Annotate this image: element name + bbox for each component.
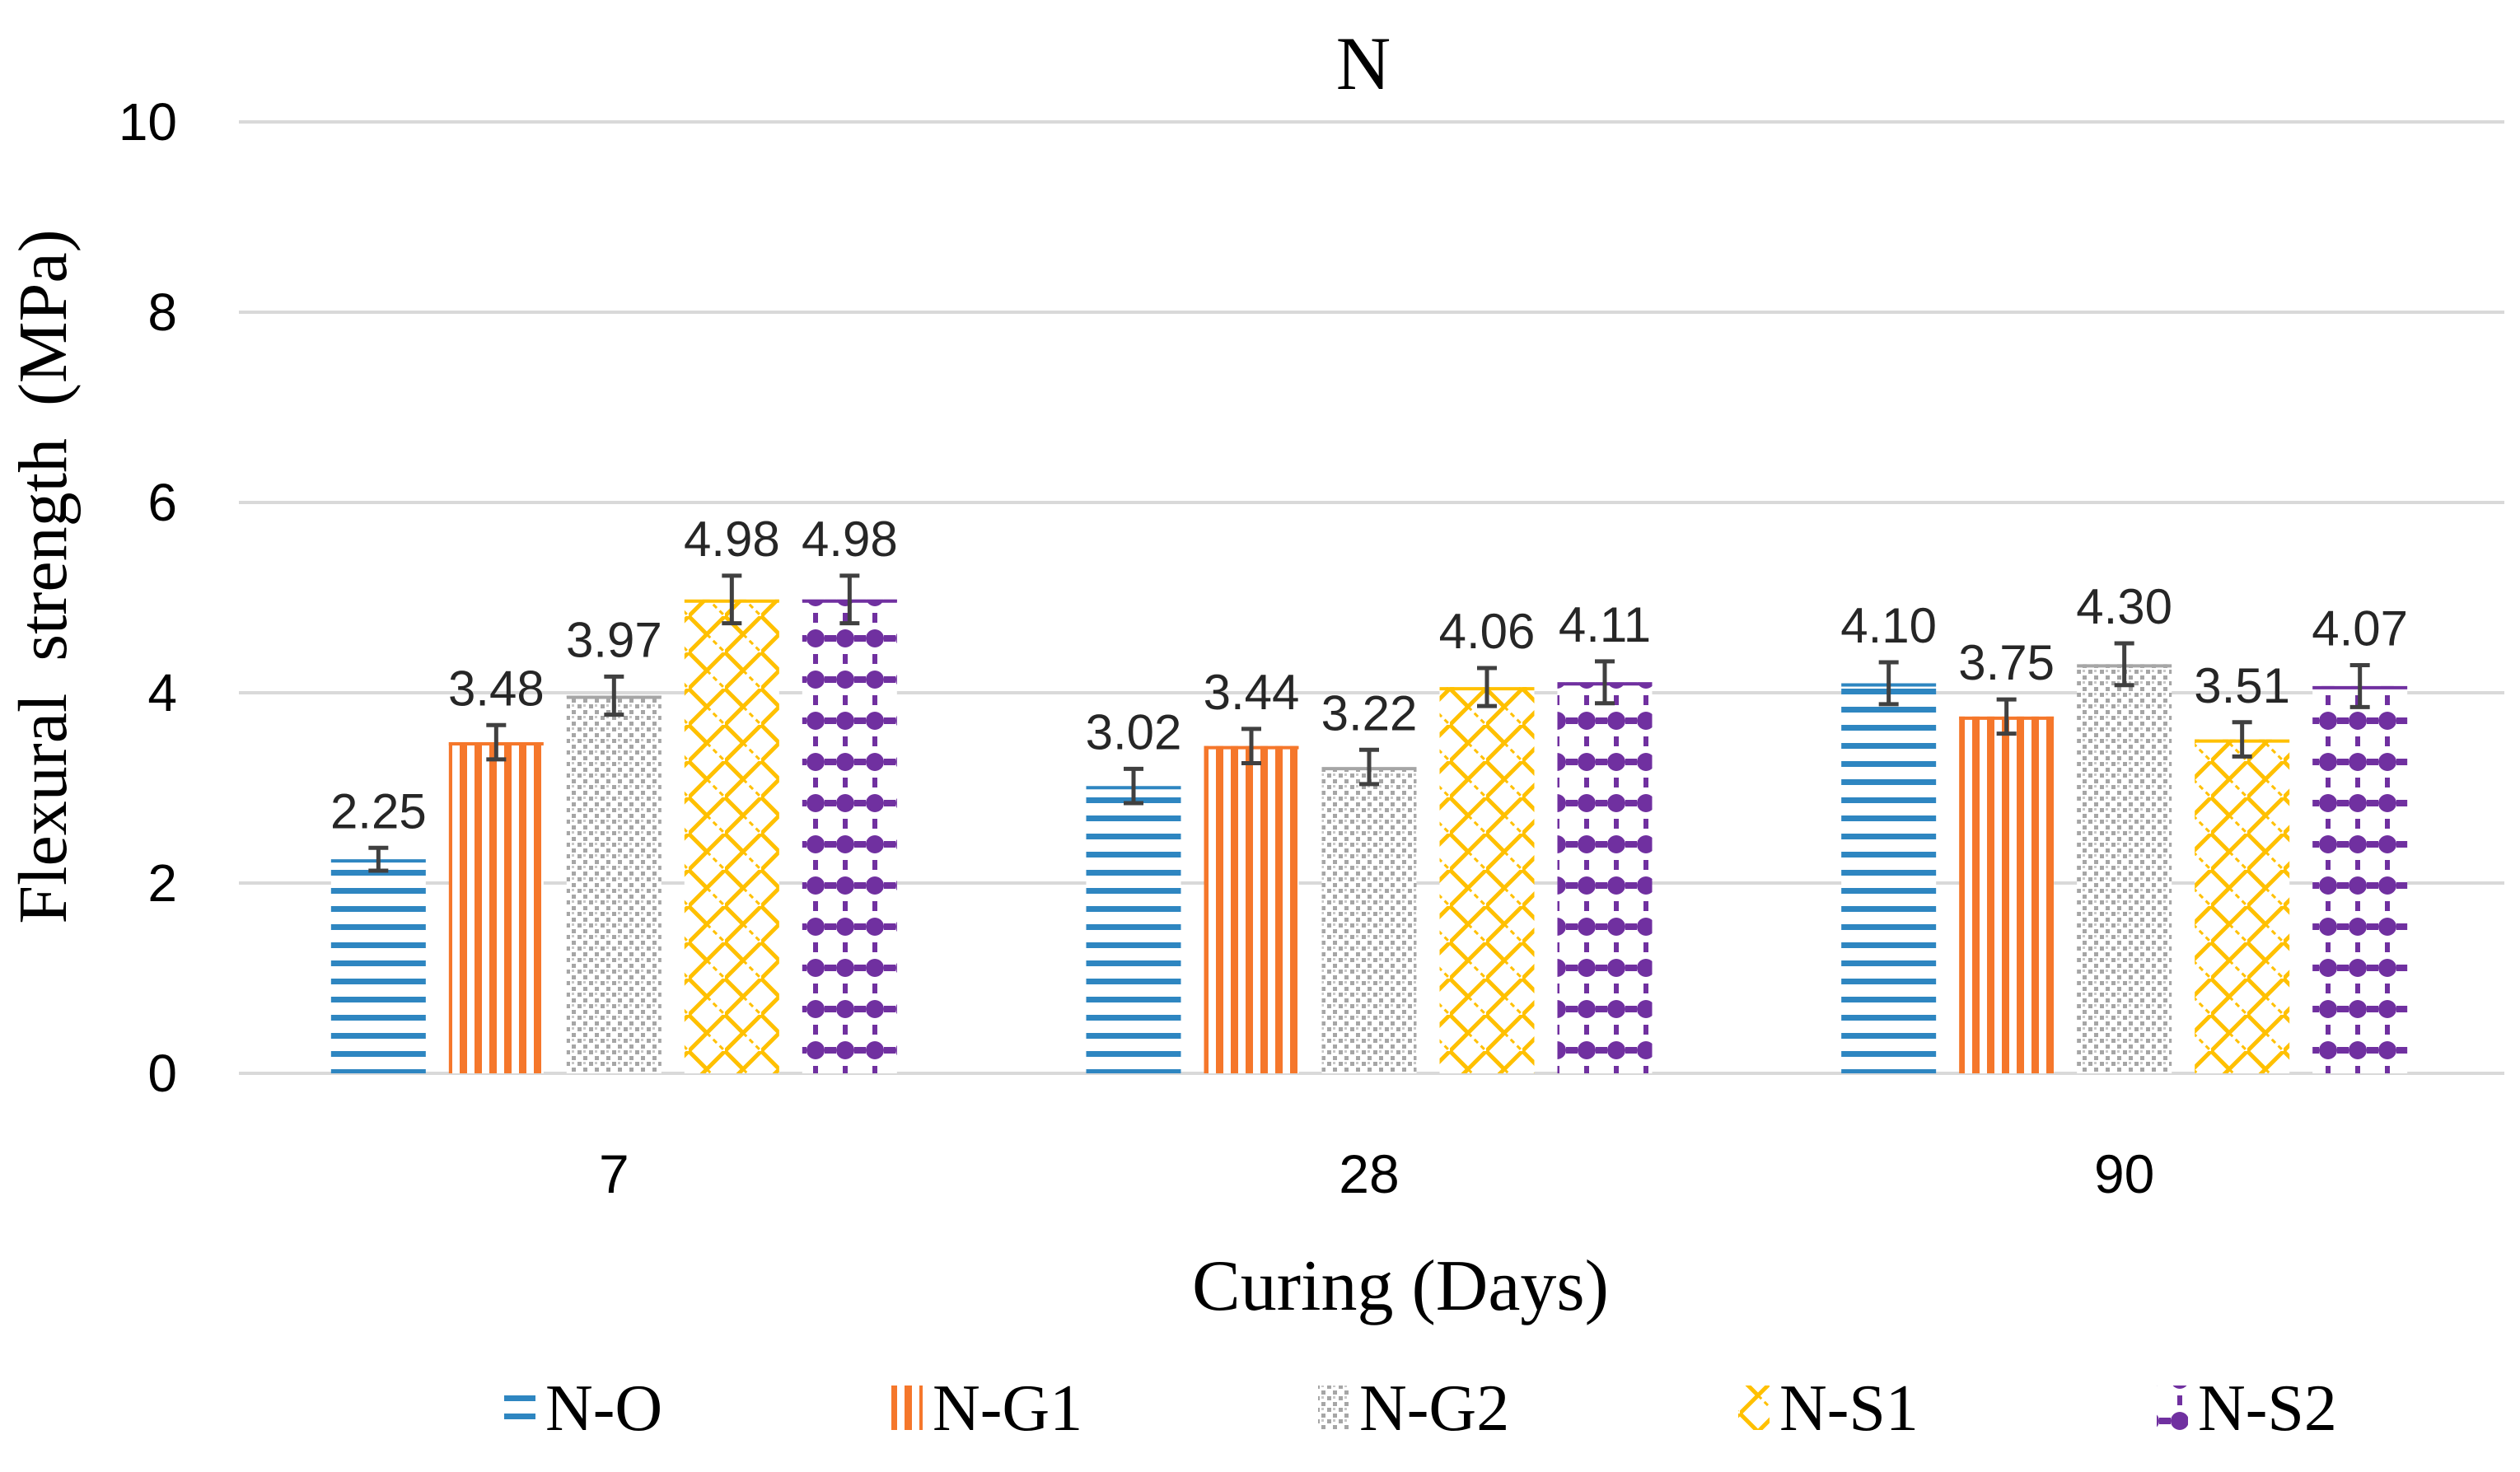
data-label-N-G1-7: 3.48 (448, 661, 545, 716)
chart-title: N (1336, 21, 1391, 105)
bar-fill (1086, 786, 1181, 1073)
error-bar-N-O-7 (368, 845, 389, 873)
error-bar-N-S1-7 (722, 573, 742, 626)
error-bar-N-G1-7 (486, 722, 507, 762)
legend-item-N-O: N-O (504, 1372, 662, 1445)
data-label-N-G2-90: 4.30 (2076, 579, 2172, 634)
x-tick-label: 90 (2094, 1143, 2154, 1204)
error-bar-N-S1-90 (2232, 720, 2252, 759)
legend-item-N-G2: N-G2 (1318, 1372, 1509, 1445)
bar-N-G2-7 (566, 695, 662, 1073)
y-tick-label: 4 (147, 663, 177, 722)
legend-label: N-G1 (933, 1372, 1082, 1445)
data-label-N-G1-28: 3.44 (1204, 665, 1300, 720)
data-label-N-S1-90: 3.51 (2194, 658, 2290, 713)
bar-N-G2-90 (2077, 664, 2172, 1073)
bar-fill (1557, 682, 1653, 1073)
y-tick-label: 8 (147, 283, 177, 342)
x-tick-label: 28 (1339, 1143, 1399, 1204)
error-bar-N-G2-28 (1359, 747, 1379, 787)
y-tick-label: 6 (147, 473, 177, 532)
y-tick-label: 2 (147, 853, 177, 913)
error-bar-N-S1-28 (1477, 666, 1497, 708)
error-bar-N-O-90 (1878, 660, 1899, 707)
bar-N-S1-7 (684, 599, 779, 1073)
x-axis-ticks: 7 28 90 (599, 1143, 2154, 1204)
bar-fill (566, 695, 662, 1073)
bar-fill (1204, 745, 1299, 1073)
bar-N-G2-28 (1321, 767, 1417, 1073)
bar-N-S1-28 (1439, 687, 1535, 1073)
bar-N-G1-90 (1959, 716, 2055, 1073)
bar-fill (2077, 664, 2172, 1073)
data-label-N-S2-90: 4.07 (2312, 601, 2408, 657)
bar-fill (684, 599, 779, 1073)
bar-N-S2-28 (1557, 682, 1653, 1073)
x-tick-label: 7 (599, 1143, 629, 1204)
error-bar-N-S2-28 (1595, 659, 1615, 706)
bar-fill (1959, 716, 2055, 1073)
x-axis-label: Curing (Days) (1192, 1246, 1609, 1326)
bars (330, 599, 2408, 1073)
bar-N-O-7 (330, 859, 426, 1073)
data-label-N-O-28: 3.02 (1086, 704, 1182, 759)
data-label-N-S1-28: 4.06 (1439, 604, 1536, 659)
data-label-N-O-7: 2.25 (330, 783, 427, 839)
error-bar-N-S2-7 (839, 573, 860, 626)
data-label-N-G1-90: 3.75 (1958, 635, 2055, 690)
y-axis-label: Flexural strength (MPa) (5, 229, 82, 923)
y-axis-ticks: 0 2 4 6 8 10 (119, 92, 177, 1103)
data-label-N-G2-28: 3.22 (1321, 685, 1418, 741)
bar-fill (2312, 685, 2408, 1073)
legend-swatch (1318, 1386, 1349, 1430)
data-label-N-S2-28: 4.11 (1559, 597, 1651, 652)
legend-label: N-O (545, 1372, 662, 1445)
data-label-N-S1-7: 4.98 (684, 512, 780, 567)
legend-swatch (891, 1386, 923, 1430)
error-bars (368, 573, 2370, 873)
legend-swatch (504, 1386, 535, 1430)
bar-fill (1321, 767, 1417, 1073)
bar-N-S2-7 (802, 599, 897, 1073)
bar-N-G1-28 (1204, 745, 1299, 1073)
bar-N-S1-90 (2195, 739, 2290, 1073)
legend-swatch (1738, 1386, 1770, 1430)
bar-fill (330, 859, 426, 1073)
bar-fill (448, 742, 544, 1073)
legend-item-N-S1: N-S1 (1738, 1372, 1919, 1445)
bar-fill (1439, 687, 1535, 1073)
data-label-N-O-90: 4.10 (1840, 598, 1937, 653)
bar-N-O-90 (1841, 683, 1937, 1073)
error-bar-N-G1-90 (1996, 697, 2017, 736)
bar-N-G1-7 (448, 742, 544, 1073)
error-bar-N-O-28 (1124, 766, 1143, 806)
error-bar-N-G2-90 (2114, 641, 2134, 688)
legend-item-N-S2: N-S2 (2157, 1372, 2337, 1445)
data-label-N-G2-7: 3.97 (566, 612, 662, 667)
data-labels: 2.25 3.48 3.97 4.98 4.98 3.02 3.44 3.22 4.06 4.11… (330, 512, 2408, 839)
bar-fill (2195, 739, 2290, 1073)
y-tick-label: 10 (119, 92, 177, 152)
error-bar-N-S2-90 (2349, 663, 2370, 709)
bar-N-S2-90 (2312, 685, 2408, 1073)
legend: N-O N-G1 N-G2 N-S1 N-S2 (504, 1372, 2337, 1445)
y-tick-label: 0 (147, 1044, 177, 1103)
bar-fill (1841, 683, 1937, 1073)
error-bar-N-G2-7 (604, 674, 624, 717)
data-label-N-S2-7: 4.98 (802, 512, 898, 567)
legend-label: N-G2 (1359, 1372, 1509, 1445)
legend-label: N-S1 (1779, 1372, 1919, 1445)
bar-fill (802, 599, 897, 1073)
legend-swatch (2157, 1386, 2188, 1430)
legend-label: N-S2 (2198, 1372, 2337, 1445)
bar-N-O-28 (1086, 786, 1181, 1073)
error-bar-N-G1-28 (1241, 727, 1261, 765)
legend-item-N-G1: N-G1 (891, 1372, 1082, 1445)
